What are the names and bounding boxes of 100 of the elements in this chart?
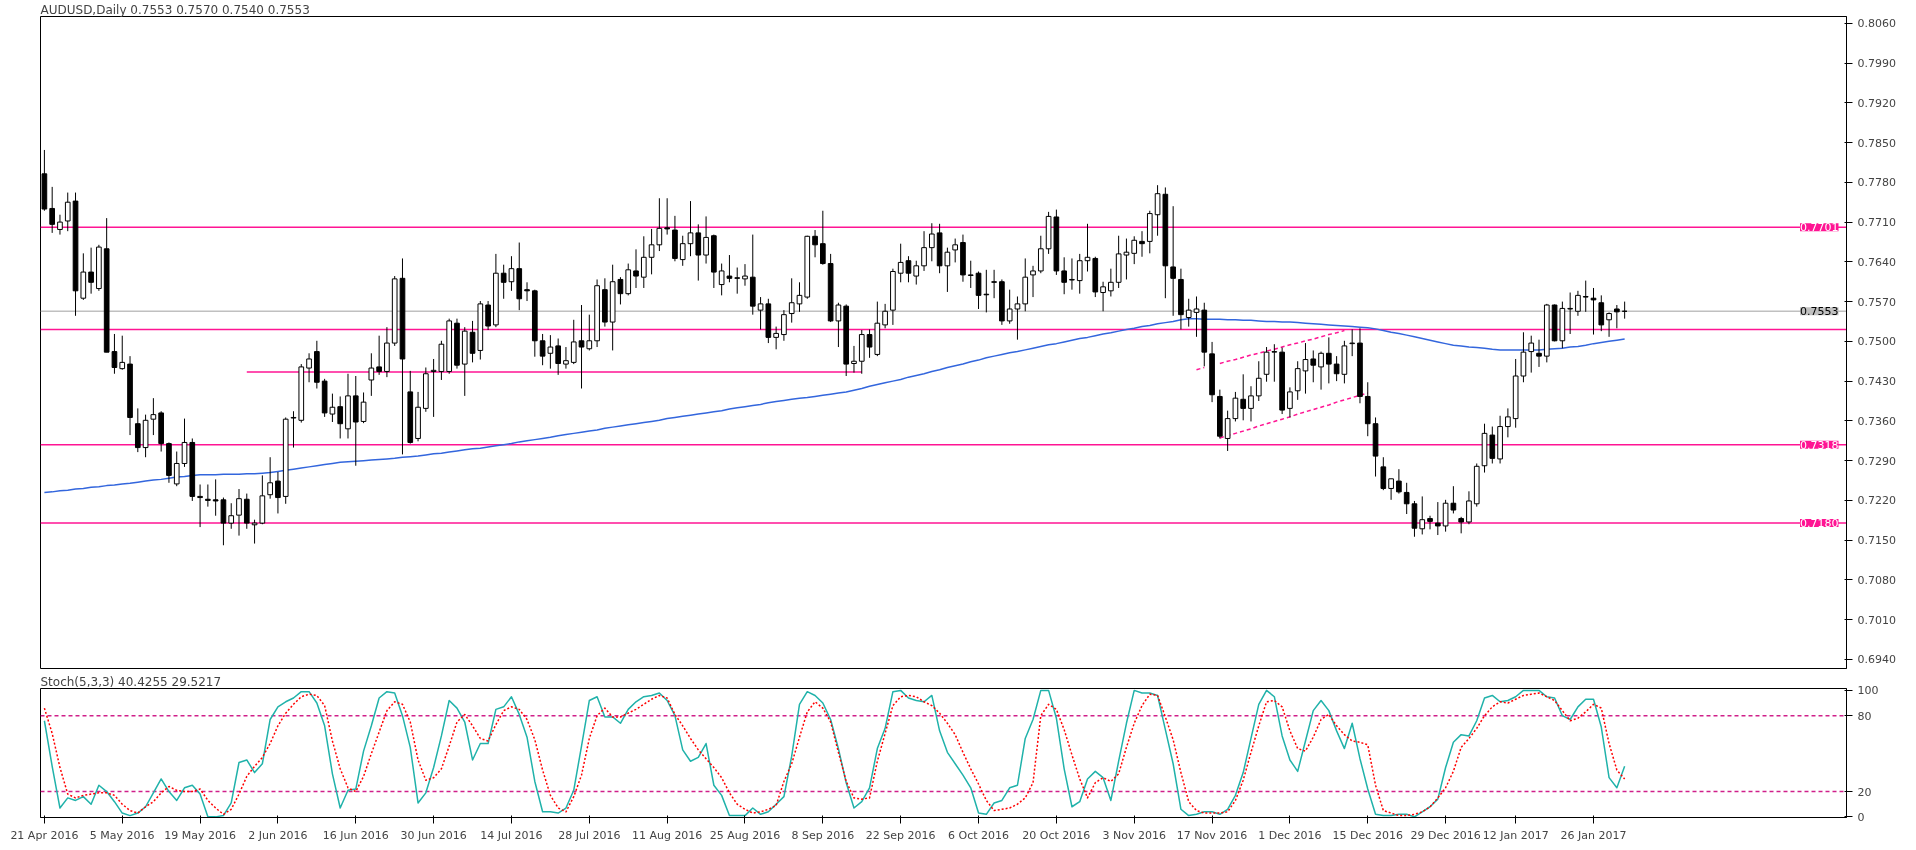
candlestick <box>1263 346 1270 383</box>
candlestick <box>1240 373 1247 421</box>
candlestick <box>1598 294 1605 332</box>
candlestick <box>1139 230 1145 258</box>
candlestick <box>228 502 235 530</box>
candlestick <box>1076 253 1083 295</box>
candlestick <box>1520 331 1527 383</box>
candlestick <box>275 471 281 514</box>
candlestick <box>1310 349 1317 383</box>
x-tick-label: 1 Dec 2016 <box>1258 828 1322 842</box>
candlestick <box>1505 407 1511 438</box>
candlestick <box>687 200 694 257</box>
x-tick-label: 25 Aug 2016 <box>709 828 781 842</box>
candlestick <box>656 197 663 252</box>
candlestick <box>734 267 741 295</box>
x-tick-label: 29 Dec 2016 <box>1410 828 1481 842</box>
candlestick <box>267 456 273 500</box>
y-tick-label: 0.7290 <box>1857 454 1896 468</box>
y-tick-label: 0.7430 <box>1857 375 1896 389</box>
candlestick <box>1528 335 1535 374</box>
candlestick <box>812 229 818 258</box>
candlestick <box>150 397 157 436</box>
candlestick <box>967 260 974 289</box>
y-tick-label: 0.7360 <box>1857 414 1896 428</box>
chart-title: AUDUSD,Daily 0.7553 0.7570 0.7540 0.7553 <box>40 2 310 17</box>
candlestick <box>64 192 71 232</box>
x-tick-label: 12 Jan 2017 <box>1482 828 1549 842</box>
x-tick-label: 8 Sep 2016 <box>791 828 855 842</box>
candlestick <box>57 214 63 236</box>
x-tick-label: 28 Jul 2016 <box>558 828 621 842</box>
ref-line-label: 0.7701 <box>1800 221 1839 235</box>
y-tick-label: 20 <box>1857 785 1872 799</box>
candlestick <box>695 223 702 282</box>
candlestick <box>773 326 779 350</box>
y-tick-label: 0.7990 <box>1857 57 1896 71</box>
y-tick-label: 0.7080 <box>1857 573 1896 587</box>
y-tick-label: 0.7640 <box>1857 255 1896 269</box>
candlestick <box>1061 256 1067 295</box>
candlestick <box>851 345 857 374</box>
candlestick <box>781 309 787 342</box>
candlestick <box>1193 296 1200 338</box>
candlestick <box>1014 296 1021 341</box>
candlestick <box>368 352 375 397</box>
y-tick-label: 0.7850 <box>1857 136 1896 150</box>
x-tick-label: 21 Apr 2016 <box>10 828 79 842</box>
x-tick-label: 3 Nov 2016 <box>1102 828 1166 842</box>
candlestick <box>485 300 491 331</box>
candlestick <box>1100 281 1106 312</box>
candlestick <box>1185 298 1192 328</box>
candlestick <box>1255 360 1262 402</box>
y-tick-label: 100 <box>1857 684 1879 698</box>
y-tick-label: 0.7570 <box>1857 295 1896 309</box>
x-tick-label: 16 Jun 2016 <box>322 828 389 842</box>
candlestick <box>1380 456 1387 491</box>
ref-line-label: 0.7180 <box>1800 517 1839 531</box>
candlestick <box>991 269 997 299</box>
y-tick-label: 0 <box>1857 810 1865 824</box>
candlestick <box>921 230 927 272</box>
candlestick <box>360 391 367 424</box>
candlestick <box>1030 265 1036 298</box>
candlestick <box>648 228 655 275</box>
x-tick-label: 22 Sep 2016 <box>865 828 936 842</box>
x-tick-label: 6 Oct 2016 <box>948 828 1010 842</box>
candlestick <box>742 263 748 287</box>
candlestick <box>820 210 826 266</box>
candlestick <box>796 281 803 313</box>
y-tick-label: 0.7500 <box>1857 335 1896 349</box>
y-tick-label: 0.7010 <box>1857 613 1896 627</box>
candlestick <box>1388 478 1394 501</box>
candlestick <box>197 483 203 528</box>
x-tick-label: 15 Dec 2016 <box>1332 828 1403 842</box>
x-tick-label: 17 Nov 2016 <box>1176 828 1248 842</box>
x-tick-label: 30 Jun 2016 <box>400 828 467 842</box>
chart-title: Stoch(5,3,3) 40.4255 29.5217 <box>40 674 222 689</box>
x-tick-label: 11 Aug 2016 <box>631 828 703 842</box>
candlestick <box>1170 205 1176 317</box>
y-tick-label: 0.7780 <box>1857 176 1896 190</box>
x-tick-label: 14 Jul 2016 <box>480 828 543 842</box>
candlestick <box>251 519 258 545</box>
y-tick-label: 0.7150 <box>1857 534 1896 548</box>
y-tick-label: 0.6940 <box>1857 653 1896 667</box>
candlestick <box>563 346 569 370</box>
ref-line-label: 0.7318 <box>1800 438 1839 452</box>
candlestick <box>625 263 632 296</box>
candlestick <box>290 410 297 449</box>
candlestick <box>1349 328 1356 357</box>
candlestick <box>1575 290 1581 317</box>
candlestick <box>49 186 56 234</box>
candlestick <box>524 281 530 302</box>
candlestick <box>1536 339 1542 368</box>
candlestick <box>1271 343 1278 383</box>
candlestick <box>1069 257 1075 291</box>
candlestick <box>952 238 959 263</box>
candlestick <box>788 277 795 324</box>
candlestick <box>1396 468 1402 495</box>
candlestick <box>306 352 312 383</box>
candlestick <box>243 493 250 530</box>
candlestick <box>134 407 141 453</box>
y-tick-label: 0.7220 <box>1857 494 1896 508</box>
candlestick <box>111 333 118 375</box>
